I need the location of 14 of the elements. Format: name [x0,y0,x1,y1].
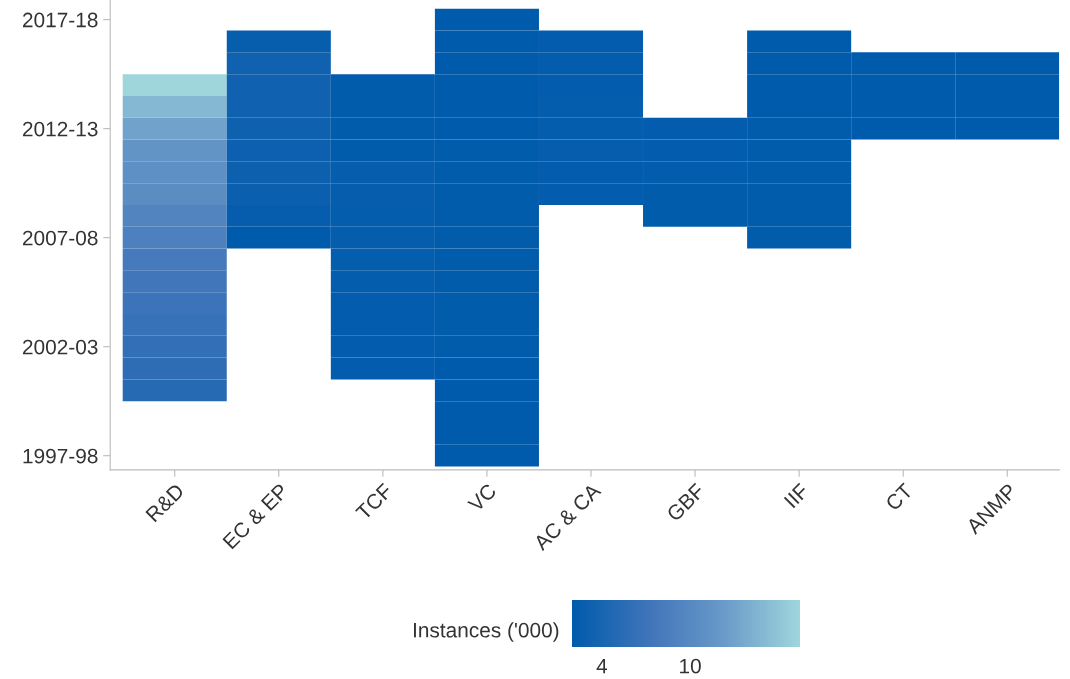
x-tick-label: EC & EP [222,482,289,550]
x-tick-label: TCF [354,482,394,521]
x-tick-label: CT [884,482,914,512]
y-tick-label: 2002-03 [23,339,98,355]
y-tick-label: 2012-13 [23,121,98,137]
x-tick-label: VC [466,482,498,513]
x-tick-label: AC & CA [532,482,602,552]
y-tick-label: 2017-18 [23,12,98,28]
color-bar-label: 10 [680,658,701,674]
y-tick-label: 2007-08 [23,230,98,246]
color-bar-label: 4 [596,658,608,674]
color-bar-title: Instances ('000) [413,622,559,642]
x-tick-label: IIF [783,482,810,509]
y-tick-label: 1997-98 [23,448,98,464]
